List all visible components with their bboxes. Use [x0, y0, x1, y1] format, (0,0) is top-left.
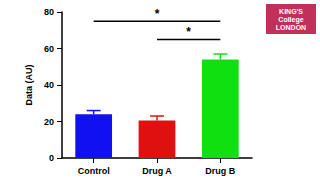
svg-text:KING'S: KING'S [279, 8, 303, 15]
svg-text:*: * [155, 7, 160, 21]
svg-text:Drug B: Drug B [205, 166, 235, 176]
svg-text:80: 80 [44, 7, 54, 17]
svg-text:Data (AU): Data (AU) [24, 64, 34, 105]
svg-text:LONDON: LONDON [276, 24, 306, 31]
svg-text:College: College [278, 16, 303, 24]
svg-text:Control: Control [78, 166, 110, 176]
svg-text:Drug A: Drug A [142, 166, 172, 176]
svg-text:*: * [186, 25, 191, 39]
svg-text:20: 20 [44, 117, 54, 127]
svg-text:60: 60 [44, 44, 54, 54]
svg-text:40: 40 [44, 80, 54, 90]
svg-text:0: 0 [49, 153, 54, 163]
